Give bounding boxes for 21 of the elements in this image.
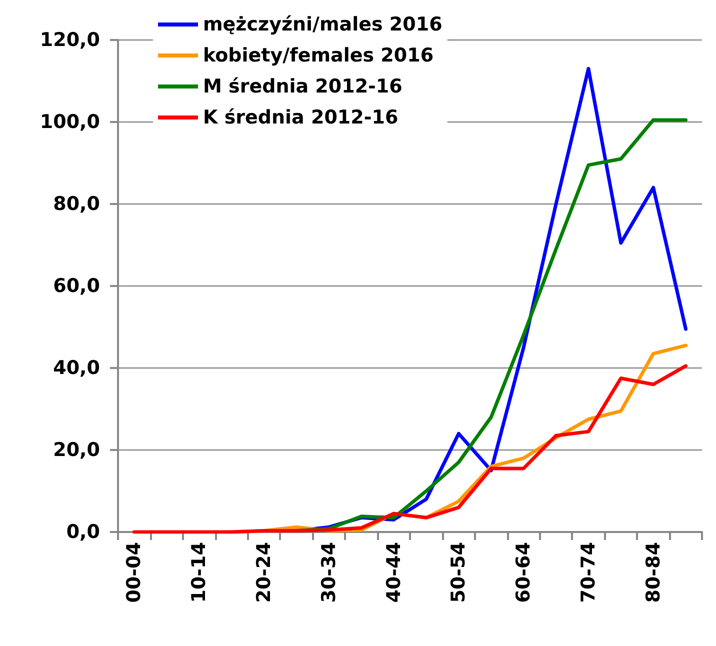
legend-label: mężczyźni/males 2016 xyxy=(203,14,442,36)
x-tick-label: 10-14 xyxy=(188,542,210,603)
x-tick-label: 80-84 xyxy=(642,542,664,603)
y-tick-label: 20,0 xyxy=(53,439,100,461)
y-tick-label: 120,0 xyxy=(40,29,100,51)
y-tick-label: 80,0 xyxy=(53,193,100,215)
x-tick-label: 60-64 xyxy=(512,542,535,603)
x-tick-label: 30-34 xyxy=(318,542,340,603)
y-tick-label: 60,0 xyxy=(53,275,100,297)
x-tick-label: 00-04 xyxy=(123,542,146,603)
y-tick-label: 40,0 xyxy=(53,357,100,379)
x-tick-label: 20-24 xyxy=(253,542,275,603)
legend-label: K średnia 2012-16 xyxy=(203,106,398,128)
x-tick-label: 50-54 xyxy=(448,542,470,603)
y-tick-label: 100,0 xyxy=(40,111,100,133)
legend-label: kobiety/females 2016 xyxy=(203,44,434,66)
legend-label: M średnia 2012-16 xyxy=(203,76,402,98)
x-tick-label: 40-44 xyxy=(382,542,405,603)
x-tick-label: 70-74 xyxy=(577,542,600,603)
line-series xyxy=(132,364,688,534)
y-tick-label: 0,0 xyxy=(66,521,100,543)
